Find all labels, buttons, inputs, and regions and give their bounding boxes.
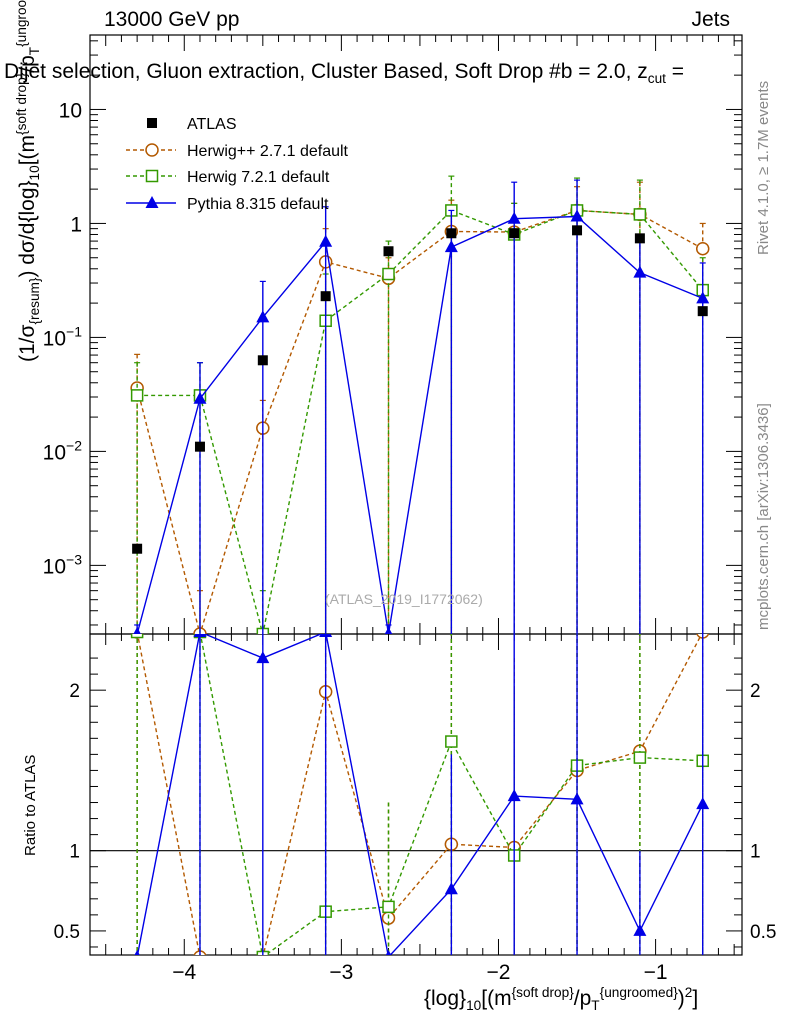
series-pythia-ratio-point <box>134 950 140 955</box>
series-herwig7-point <box>130 389 144 402</box>
series-pythia-point <box>633 265 647 278</box>
x-axis-label: {log}10[(m{soft drop}/pT{ungroomed})2] <box>424 985 699 1014</box>
legend-label-herwig_pp: Herwig++ 2.7.1 default <box>187 143 349 160</box>
series-pythia-ratio-line <box>136 634 704 955</box>
series-herwig7-ratio <box>130 634 709 955</box>
y-tick-label-base: 10 <box>43 555 66 578</box>
series-atlas-point <box>509 228 520 239</box>
y-tick-label-base: 10 <box>43 327 66 350</box>
series-herwig7-point <box>633 208 647 221</box>
series-herwig7-main <box>130 175 709 634</box>
series-atlas-main <box>132 225 708 554</box>
ratio-tick-label-right: 1 <box>750 842 761 863</box>
series-atlas-point <box>446 228 457 239</box>
x-tick-label: −1 <box>644 961 668 984</box>
plot-title-text: Dijet selection, Gluon extraction, Clust… <box>4 60 648 83</box>
series-herwig7-ratio-line <box>199 634 703 955</box>
y-tick-label-base: 10 <box>59 99 82 122</box>
ratio-axis-label: Ratio to ATLAS <box>22 754 39 856</box>
series-pythia-point <box>696 291 710 304</box>
series-pythia-ratio-point <box>319 634 333 637</box>
series-herwig7-ratio-point <box>633 751 647 764</box>
series-atlas-point <box>132 543 143 554</box>
analysis-watermark: (ATLAS_2019_I1772062) <box>325 591 483 607</box>
series-pythia-point <box>384 627 393 634</box>
series-atlas-point <box>320 291 331 302</box>
series-pythia-point <box>319 234 333 247</box>
series-pythia-point <box>570 209 584 222</box>
series-pythia-point <box>507 211 521 224</box>
legend-label-pythia: Pythia 8.315 default <box>187 196 329 213</box>
series-pythia-point <box>133 627 141 634</box>
series-pythia-ratio-point <box>633 923 647 936</box>
plot-title-tail: = <box>665 60 685 83</box>
series-pythia-main <box>133 179 710 634</box>
y-tick-label: 10 <box>59 99 82 122</box>
series-herwig_pp-point <box>695 241 710 256</box>
series-herwig_pp-main <box>130 181 710 634</box>
series-pythia-ratio-point <box>193 634 207 637</box>
series-pythia-point <box>193 391 207 404</box>
legend-marker-pythia <box>145 196 159 208</box>
collision-label: 13000 GeV pp <box>104 8 240 31</box>
x-tick-label: −4 <box>172 961 196 984</box>
y-tick-label-exp: −3 <box>66 551 82 567</box>
legend: ATLAS Herwig++ 2.7.1 default Herwig 7.2.1 … <box>126 116 349 213</box>
y-tick-label-base: 1 <box>70 213 82 236</box>
legend-marker-atlas <box>147 118 157 128</box>
y-tick-label: 10−1 <box>43 323 83 350</box>
legend-label-herwig7: Herwig 7.2.1 default <box>187 169 330 186</box>
series-atlas-point <box>383 246 394 257</box>
series-pythia-ratio <box>134 634 710 955</box>
series-atlas-point <box>257 355 268 366</box>
ratio-tick-label-left: 1 <box>69 842 80 863</box>
ratio-tick-label-right: 0.5 <box>750 922 776 943</box>
y-tick-label-exp: −1 <box>66 323 82 339</box>
series-herwig7-ratio-point <box>445 735 458 748</box>
series-pythia-ratio-point <box>385 950 392 955</box>
series-herwig_pp-ratio-line <box>136 634 703 955</box>
rivet-version-label: Rivet 4.1.0, ≥ 1.7M events <box>755 80 772 255</box>
y-tick-label: 1 <box>70 213 82 236</box>
legend-label-atlas: ATLAS <box>187 116 237 133</box>
legend-marker-herwig_pp <box>145 143 159 157</box>
series-herwig7-point <box>382 267 395 281</box>
series-herwig7-ratio-point <box>382 900 395 914</box>
series-atlas-point <box>634 233 645 244</box>
series-atlas-point <box>572 225 583 236</box>
series-pythia-ratio-point <box>696 797 710 810</box>
series-atlas-point <box>194 441 205 452</box>
y-tick-label-base: 10 <box>43 441 66 464</box>
legend-marker-herwig7 <box>145 169 159 183</box>
series-herwig7-line <box>137 209 704 634</box>
plot-title: Dijet selection, Gluon extraction, Clust… <box>4 60 684 86</box>
series-herwig_pp-ratio <box>130 634 710 955</box>
series-herwig7-ratio-point <box>130 634 144 639</box>
ratio-tick-label-left: 0.5 <box>54 922 80 943</box>
y-axis-label: (1/σ{resum}) dσ/d{log}10[(m{soft drop}/p… <box>14 0 43 362</box>
ratio-tick-label-left: 2 <box>69 681 80 702</box>
series-pythia-ratio-point <box>256 651 270 664</box>
series-atlas-point <box>697 306 708 317</box>
ratio-tick-label-right: 2 <box>750 681 761 702</box>
series-pythia-point <box>256 310 270 323</box>
x-tick-label: −2 <box>487 961 511 984</box>
series-pythia-ratio-point <box>507 789 521 802</box>
mcplots-label: mcplots.cern.ch [arXiv:1306.3436] <box>755 403 772 630</box>
series-pythia-line <box>136 215 703 634</box>
series-pythia-point <box>444 240 458 253</box>
y-tick-label: 10−2 <box>43 437 83 464</box>
y-tick-label-exp: −2 <box>66 437 82 453</box>
series-pythia-ratio-point <box>570 792 584 805</box>
process-label: Jets <box>691 8 730 31</box>
series-pythia-ratio-point <box>444 882 458 895</box>
series-herwig_pp-line <box>136 209 704 634</box>
ratio-frame <box>89 633 743 956</box>
x-tick-label: −3 <box>329 961 353 984</box>
y-tick-label: 10−3 <box>43 551 83 578</box>
plot-title-sub: cut <box>647 71 666 87</box>
